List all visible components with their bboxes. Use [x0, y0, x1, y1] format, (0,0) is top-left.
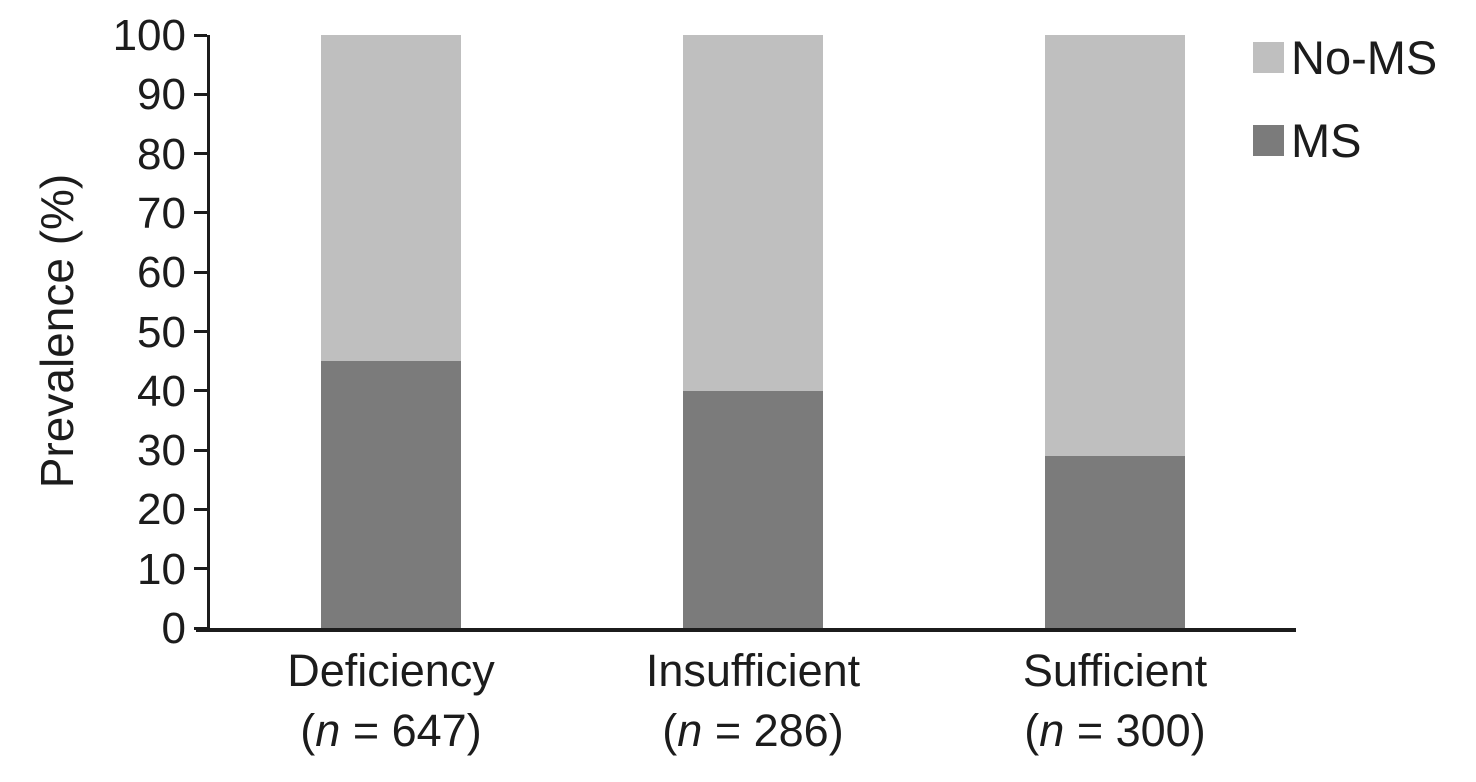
y-tick-label-90: 90: [137, 70, 186, 120]
y-tick-label-50: 50: [137, 307, 186, 357]
y-tick-mark-40: [194, 389, 207, 393]
plot-area: 0 10 20 30 40 50 60 70 80 90 100: [113, 14, 1296, 651]
y-tick-label-70: 70: [137, 188, 186, 238]
bar-deficiency: [321, 35, 461, 628]
x-label-insufficient: Insufficient (n = 286): [572, 648, 934, 753]
y-tick-label-0: 0: [161, 604, 186, 653]
y-tick-mark-20: [194, 507, 207, 511]
bar-sufficient: [1045, 35, 1185, 628]
legend-swatch-no-ms: [1253, 41, 1284, 73]
y-tick-mark-100: [194, 33, 207, 37]
y-tick-mark-30: [194, 448, 207, 452]
y-tick-label-80: 80: [137, 129, 186, 179]
bar-segment-ms-sufficient: [1045, 456, 1185, 628]
bar-segment-no-ms-deficiency: [321, 35, 461, 362]
bar-segment-no-ms-sufficient: [1045, 35, 1185, 457]
legend-label-no-ms: No-MS: [1291, 30, 1438, 84]
bar-segment-ms-deficiency: [321, 361, 461, 628]
category-n-count: (n = 286): [662, 705, 844, 756]
bar-segment-no-ms-insufficient: [683, 35, 823, 391]
y-axis-line: [207, 35, 210, 628]
bar-insufficient: [683, 35, 823, 628]
y-tick-label-10: 10: [137, 544, 186, 594]
legend-label-ms: MS: [1291, 113, 1362, 167]
x-label-sufficient: Sufficient (n = 300): [934, 648, 1296, 753]
legend-item-ms: MS: [1253, 113, 1362, 167]
y-tick-label-20: 20: [137, 485, 186, 535]
category-name: Sufficient: [1022, 645, 1208, 696]
category-name: Deficiency: [287, 645, 495, 696]
y-tick-label-30: 30: [137, 426, 186, 476]
y-tick-mark-10: [194, 567, 207, 571]
category-name: Insufficient: [645, 645, 861, 696]
category-n-count: (n = 300): [1024, 705, 1206, 756]
y-tick-mark-70: [194, 211, 207, 215]
category-n-count: (n = 647): [300, 705, 482, 756]
y-tick-mark-50: [194, 330, 207, 333]
legend-swatch-ms: [1253, 124, 1284, 156]
y-tick-label-40: 40: [137, 366, 186, 416]
y-tick-mark-0: [194, 626, 207, 630]
x-label-deficiency: Deficiency (n = 647): [210, 648, 572, 753]
y-tick-mark-60: [194, 270, 207, 274]
legend-item-no-ms: No-MS: [1253, 30, 1438, 84]
y-tick-mark-90: [194, 92, 207, 96]
bar-segment-ms-insufficient: [683, 390, 823, 628]
y-tick-label-100: 100: [112, 11, 186, 60]
x-axis-line: [196, 628, 1296, 632]
y-tick-label-60: 60: [137, 248, 186, 298]
y-tick-mark-80: [194, 152, 207, 156]
